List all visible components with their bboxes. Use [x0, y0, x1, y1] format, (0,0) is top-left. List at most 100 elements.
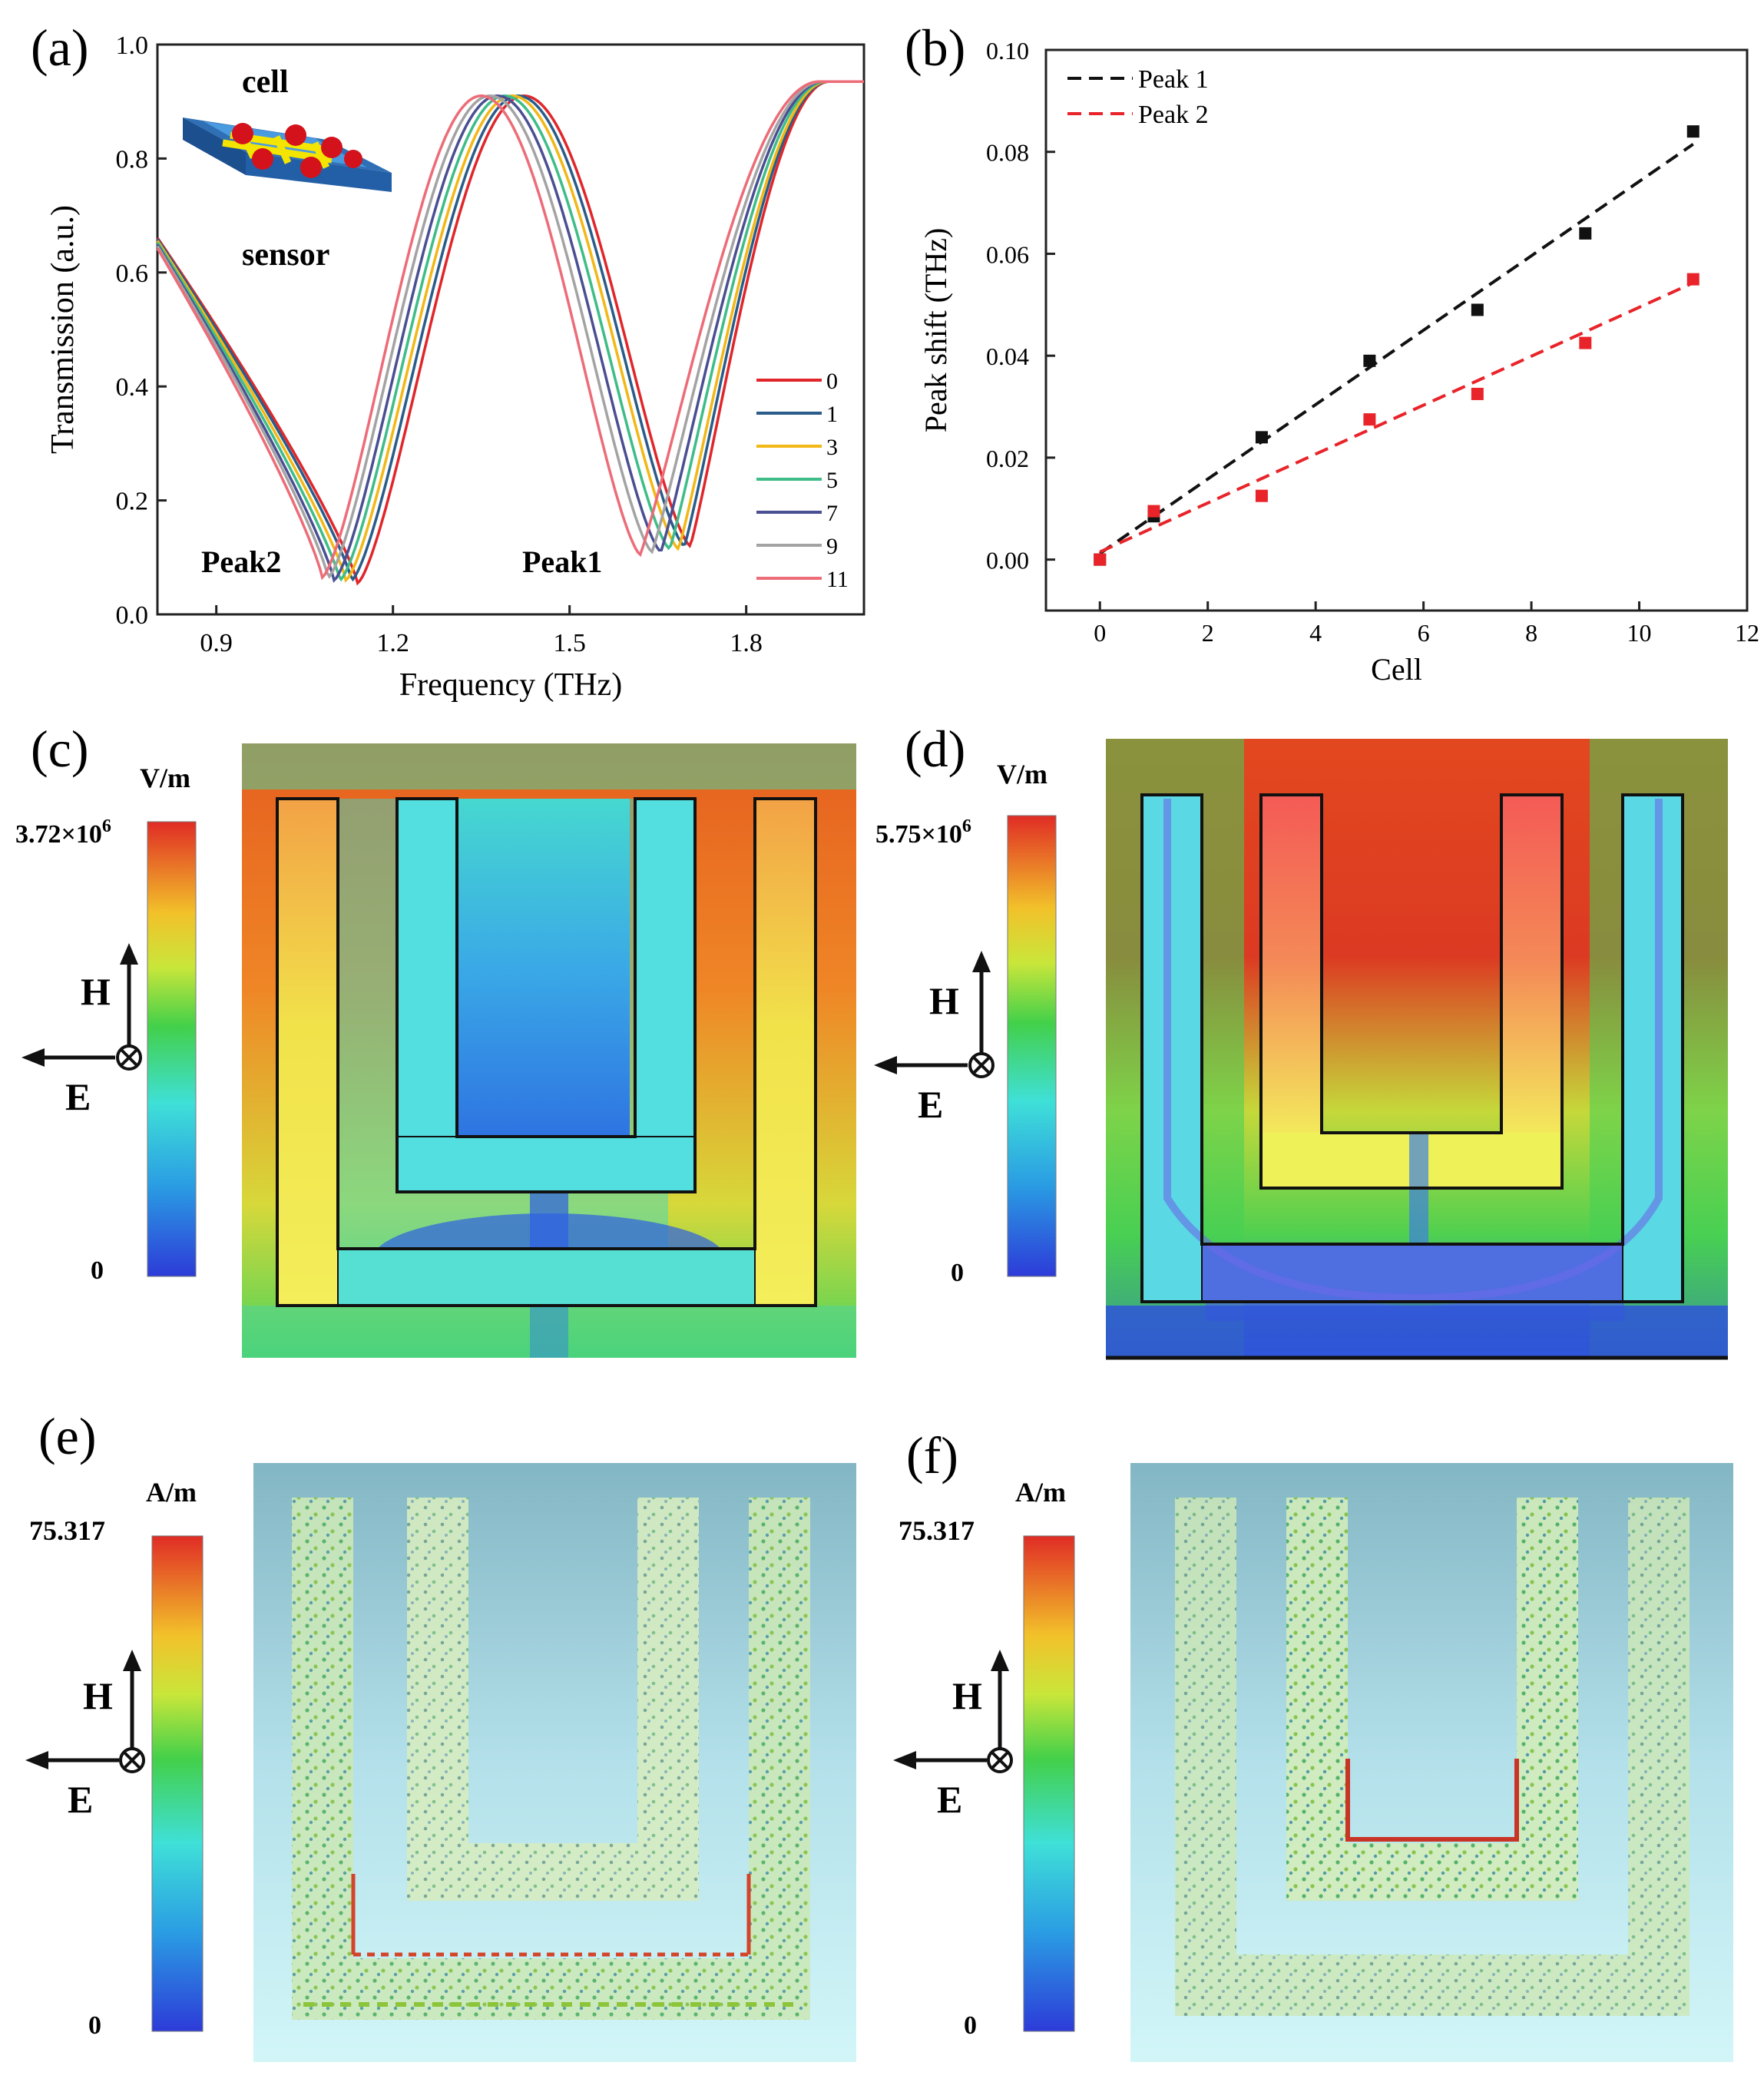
field-axes-d: H E: [874, 951, 995, 1126]
colorbar-e-unit: A/m: [146, 1477, 197, 1508]
field-axes-f: H E: [893, 1650, 1013, 1821]
plot-frame-a: [156, 43, 865, 616]
panel-label-e: (e): [38, 1407, 96, 1465]
data-point-2: [1579, 336, 1592, 349]
panel-b-data: [1094, 125, 1699, 566]
spectrum-line-7: [156, 80, 864, 583]
x-tick-label-b: 12: [1735, 619, 1759, 647]
panel-label-b: (b): [905, 18, 965, 77]
peak1-annotation: Peak1: [522, 544, 602, 579]
legend-peak2-label: Peak 2: [1138, 101, 1209, 129]
data-point-2: [1147, 505, 1160, 518]
spectrum-line-11: [156, 80, 864, 581]
field-map-d: [1106, 739, 1728, 1360]
data-point-1: [1579, 227, 1592, 240]
field-axes-c: H E: [22, 943, 142, 1118]
panel-label-f: (f): [906, 1426, 958, 1485]
x-tick-label-b: 6: [1418, 619, 1430, 647]
panel-label-d: (d): [905, 720, 965, 778]
legend-label-9: 9: [826, 534, 838, 559]
x-tick-label-a: 1.8: [730, 629, 763, 657]
colorbar-c-max: 3.72×106: [15, 816, 111, 849]
data-point-1: [1471, 303, 1484, 316]
y-tick-label-a: 0.2: [116, 488, 149, 516]
data-point-2: [1094, 553, 1107, 566]
panel-c: (c) V/m 3.72×106 0 H E: [15, 720, 856, 1358]
x-tick-label-a: 0.9: [200, 629, 233, 657]
peak2-annotation: Peak2: [201, 544, 281, 579]
spectrum-line-9: [156, 80, 864, 579]
panel-b-axes: 0 2 4 6 8 10 12 0.00 0.02 0.04 0.06 0.08 0.10 Cell Pea…: [918, 37, 1759, 687]
panel-a: (a) 0.9 1.2 1.5 1.8 0.0 0.2 0.4 0.6 0.8 1.0 Freque…: [31, 18, 865, 703]
panel-f: (f) A/m 75.317 0 H E: [893, 1426, 1733, 2062]
data-point-2: [1686, 273, 1699, 286]
y-tick-label-a: 1.0: [116, 31, 149, 60]
legend-label-3: 3: [826, 435, 838, 460]
legend-peak1-label: Peak 1: [1138, 65, 1209, 94]
legend-label-5: 5: [826, 468, 838, 493]
data-point-1: [1686, 125, 1699, 138]
e-field-label-c: E: [65, 1075, 91, 1118]
colorbar-f-min: 0: [964, 2011, 977, 2040]
y-tick-label-b: 0.06: [986, 240, 1029, 268]
legend-label-11: 11: [826, 567, 849, 592]
data-point-2: [1363, 413, 1376, 426]
y-axis-label-a: Transmission (a.u.): [45, 205, 81, 454]
h-field-label-d: H: [929, 979, 959, 1022]
panel-a-curves: [156, 80, 864, 586]
inset-label-cell: cell: [242, 65, 289, 100]
x-tick-label-b: 0: [1094, 619, 1106, 647]
colorbar-d-min: 0: [951, 1259, 964, 1287]
panel-e: (e) A/m 75.317 0 H E: [25, 1407, 856, 2062]
colorbar-f-unit: A/m: [1015, 1477, 1066, 1508]
panel-b-legend: Peak 1 Peak 2: [1067, 65, 1209, 129]
colorbar-c-unit: V/m: [140, 763, 190, 793]
x-tick-label-b: 4: [1309, 619, 1322, 647]
panel-d: (d) V/m 5.75×106 0 H E: [874, 720, 1728, 1360]
data-point-2: [1255, 489, 1268, 502]
panel-a-legend: 0 1 3 5 7 9 11: [756, 369, 849, 592]
current-map-e: [253, 1463, 856, 2062]
colorbar-e-min: 0: [88, 2011, 101, 2040]
x-axis-label-b: Cell: [1371, 652, 1422, 687]
panel-label-a: (a): [31, 18, 88, 77]
plot-frame-b: [1044, 48, 1749, 612]
h-field-label-c: H: [81, 970, 111, 1013]
e-field-label-d: E: [918, 1083, 943, 1126]
panel-b: (b) 0 2 4 6 8 10 12 0.00 0.02 0.04 0.06 0.08 0.10 Cel…: [905, 18, 1759, 687]
y-tick-label-b: 0.10: [986, 37, 1029, 65]
legend-label-7: 7: [826, 501, 838, 526]
x-axis-label-a: Frequency (THz): [399, 667, 622, 703]
x-tick-label-b: 8: [1525, 619, 1537, 647]
data-point-2: [1471, 387, 1484, 400]
sensor-inset-image: cell sensor: [183, 65, 392, 273]
field-map-c: [242, 743, 856, 1358]
y-tick-label-a: 0.0: [116, 601, 149, 630]
y-tick-label-a: 0.4: [116, 373, 149, 402]
colorbar-d-max: 5.75×106: [875, 816, 971, 849]
data-point-1: [1363, 354, 1376, 367]
x-tick-label-a: 1.5: [553, 629, 586, 657]
y-tick-label-b: 0.04: [986, 343, 1029, 370]
inset-label-sensor: sensor: [242, 237, 329, 273]
y-tick-label-b: 0.00: [986, 547, 1029, 574]
colorbar-e-max: 75.317: [29, 1515, 105, 1546]
colorbar-f: [1023, 1535, 1075, 2032]
e-field-label-f: E: [937, 1778, 962, 1821]
h-field-label-e: H: [83, 1674, 113, 1717]
x-tick-label-a: 1.2: [376, 629, 409, 657]
h-field-label-f: H: [952, 1674, 982, 1717]
colorbar-c: [147, 821, 197, 1277]
x-tick-label-b: 2: [1202, 619, 1214, 647]
y-tick-label-b: 0.02: [986, 445, 1029, 472]
current-map-f: [1130, 1463, 1733, 2062]
x-tick-label-b: 10: [1627, 619, 1652, 647]
data-point-1: [1255, 431, 1268, 444]
y-axis-label-b: Peak shift (THz): [918, 228, 953, 433]
legend-label-0: 0: [826, 369, 838, 394]
field-axes-e: H E: [25, 1650, 145, 1821]
panel-a-axes: 0.9 1.2 1.5 1.8 0.0 0.2 0.4 0.6 0.8 1.0 Frequency …: [45, 31, 865, 703]
y-tick-label-b: 0.08: [986, 139, 1029, 167]
panel-label-c: (c): [31, 720, 88, 778]
